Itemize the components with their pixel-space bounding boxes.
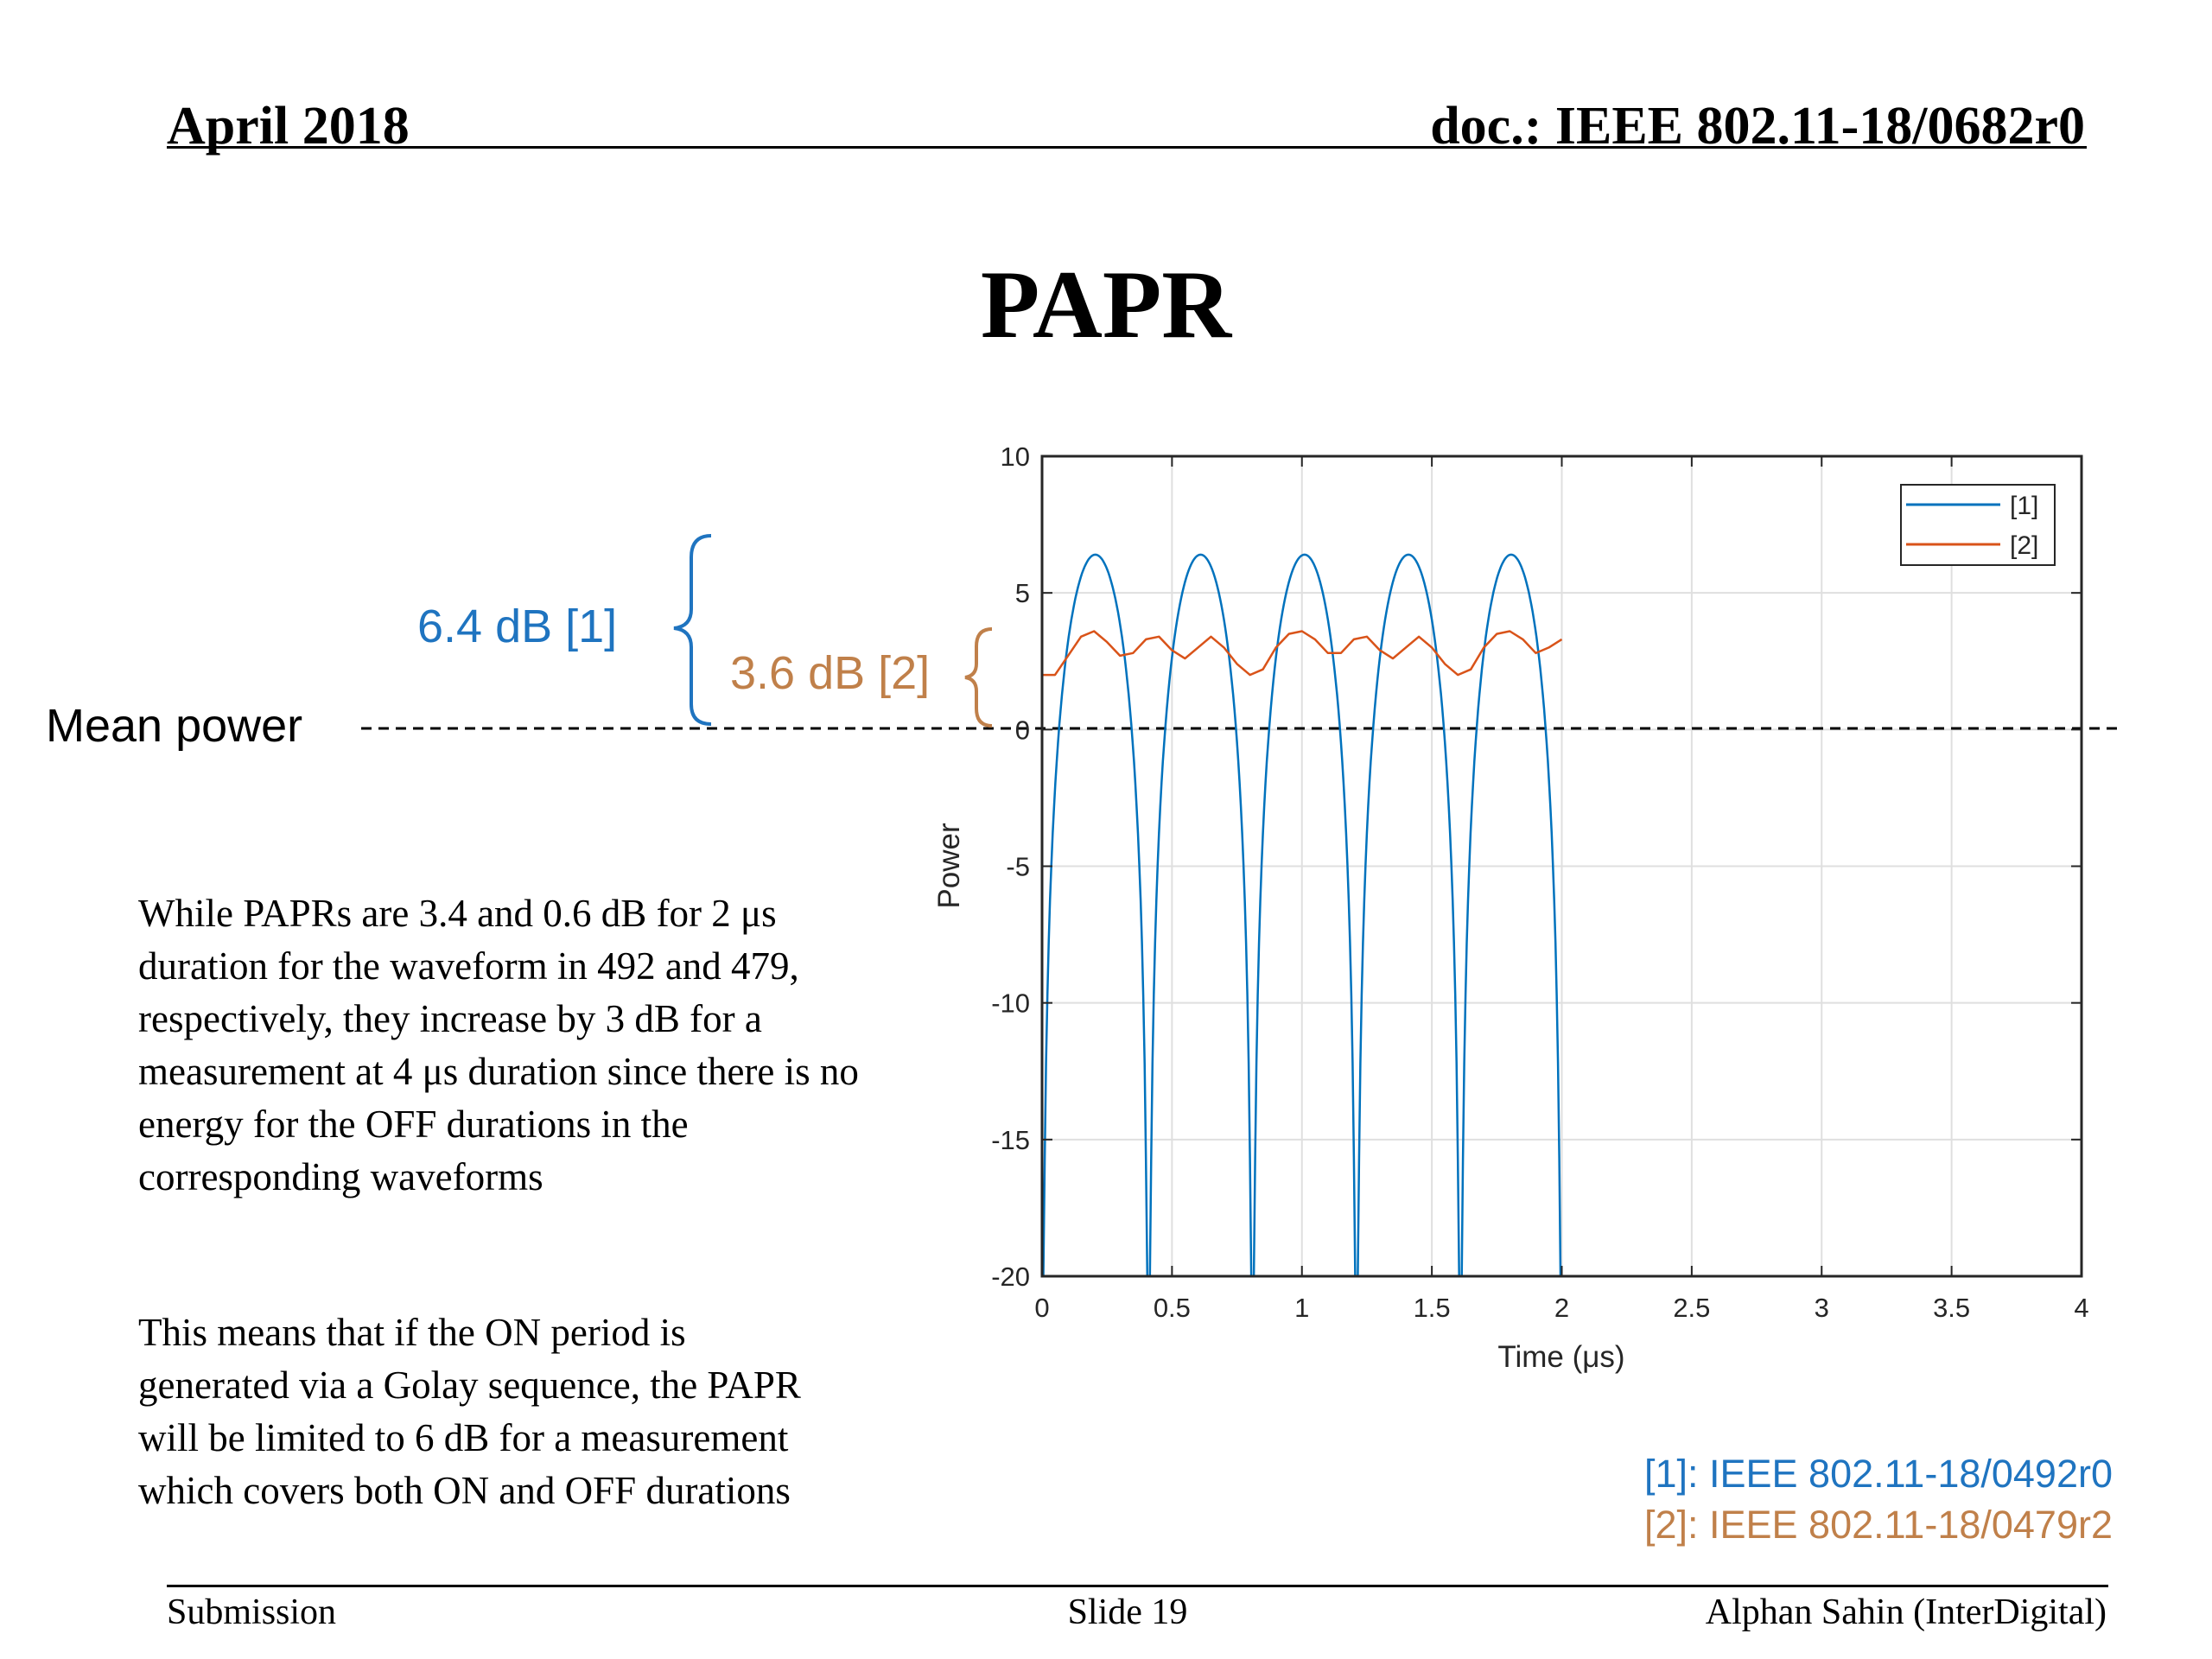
series-2-line [1042,630,1563,677]
legend-label-2: [2] [2010,531,2038,560]
y-tick-label: -5 [1006,852,1030,882]
body-paragraph-2: This means that if the ON period is gene… [138,1311,801,1512]
x-tick-label: 3 [1815,1293,1829,1323]
x-tick-label: 0 [1034,1293,1049,1323]
footer-submission: Submission [167,1592,337,1632]
chart-legend: [1] [2] [1900,484,2056,566]
x-tick-label: 1 [1294,1293,1309,1323]
x-axis-label: Time (μs) [1497,1340,1624,1374]
legend-box [1900,484,2056,566]
reference-2: [2]: IEEE 802.11-18/0479r2 [1643,1503,2113,1547]
y-tick-label: 0 [1015,715,1030,745]
chart-grid [1041,455,2082,1277]
slide-title: PAPR [980,251,1232,359]
legend-label-1: [1] [2010,492,2038,520]
header-doc-id: doc.: IEEE 802.11-18/0682r0 [1430,97,2085,156]
y-tick-label: -20 [991,1262,1030,1292]
body-paragraph-1: While PAPRs are 3.4 and 0.6 dB for 2 μs … [138,892,859,1198]
brace-2 [964,627,993,728]
mean-power-label: Mean power [46,700,303,752]
header-date: April 2018 [167,97,410,156]
papr-2-annotation: 3.6 dB [2] [730,647,931,699]
y-tick-label: 10 [1001,442,1030,472]
reference-1: [1]: IEEE 802.11-18/0492r0 [1643,1452,2113,1496]
y-axis-label: Power [932,823,966,909]
chart-series [1042,553,1563,1278]
footer-slide-number: Slide 19 [1067,1592,1188,1632]
x-tick-label: 3.5 [1933,1293,1970,1323]
y-tick-label: -15 [991,1125,1030,1155]
series-1-line [1042,553,1562,1278]
footer-rule [167,1585,2108,1587]
x-tick-label: 1.5 [1414,1293,1451,1323]
x-tick-label: 4 [2074,1293,2088,1323]
chart-ticks: 0 0.5 1 1.5 2 2.5 3 3.5 4 -20 -15 -10 -5 0 5 10 [991,442,2088,1323]
x-tick-label: 2.5 [1673,1293,1710,1323]
header-rule [167,146,2087,149]
brace-1 [673,534,712,726]
y-tick-label: -10 [991,988,1030,1019]
x-tick-label: 0.5 [1154,1293,1191,1323]
footer-author: Alphan Sahin (InterDigital) [1705,1592,2107,1632]
y-tick-label: 5 [1015,578,1030,608]
papr-1-annotation: 6.4 dB [1] [417,601,618,652]
x-tick-label: 2 [1554,1293,1569,1323]
